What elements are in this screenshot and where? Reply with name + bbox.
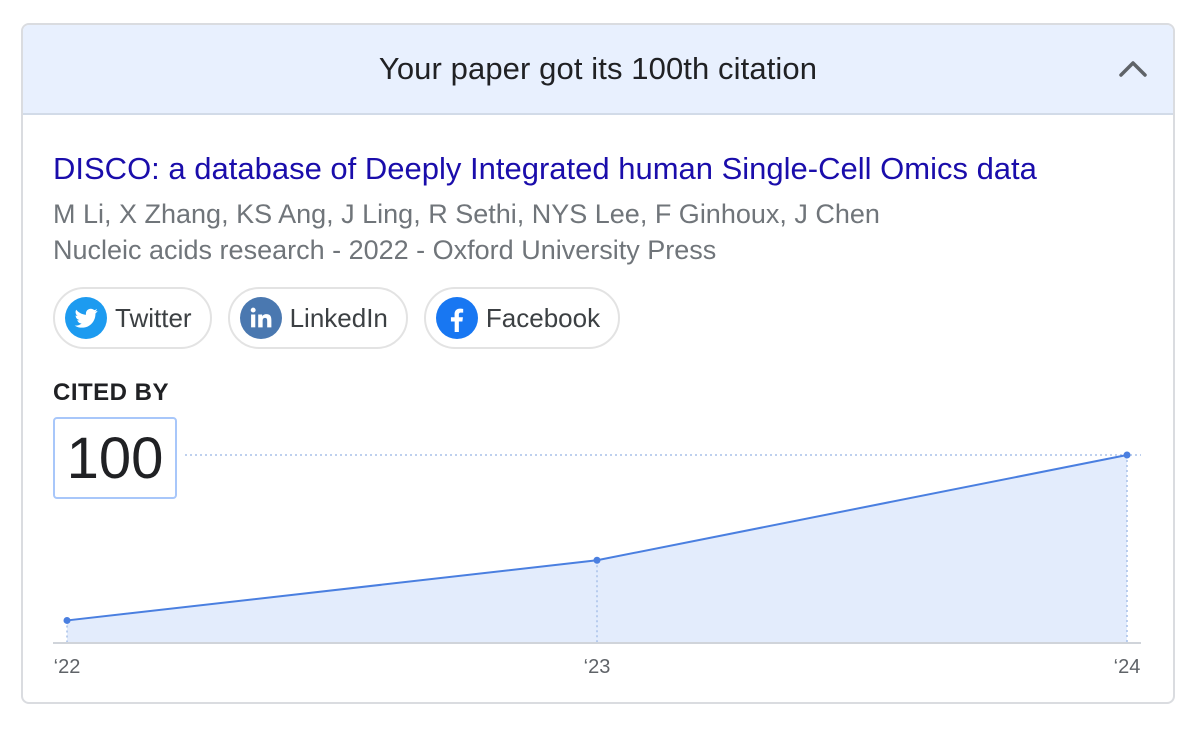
twitter-icon <box>65 297 107 339</box>
chart-x-tick-label: ‘24 <box>1114 656 1141 678</box>
paper-venue: Nucleic acids research - 2022 - Oxford U… <box>53 235 717 265</box>
chart-area-fill <box>67 455 1127 643</box>
chart-x-tick-label: ‘22 <box>54 656 81 678</box>
share-facebook-button[interactable]: Facebook <box>423 287 621 349</box>
citation-chart: ‘22 ‘23 ‘24 <box>53 451 1141 678</box>
paper-title-link[interactable]: DISCO: a database of Deeply Integrated h… <box>53 151 1037 186</box>
chart-data-point <box>1123 451 1131 459</box>
twitter-label: Twitter <box>115 302 192 333</box>
linkedin-label: LinkedIn <box>289 302 388 333</box>
cited-by-label: CITED BY <box>53 379 170 406</box>
cited-by-count: 100 <box>66 425 164 491</box>
alert-title: Your paper got its 100th citation <box>378 51 818 86</box>
chart-data-point <box>593 556 601 564</box>
facebook-label: Facebook <box>485 302 601 333</box>
cited-by-count-box[interactable]: 100 <box>53 417 177 499</box>
paper-authors: M Li, X Zhang, KS Ang, J Ling, R Sethi, … <box>53 199 880 229</box>
linkedin-icon <box>239 297 282 339</box>
chevron-up-icon[interactable] <box>1115 51 1151 87</box>
share-linkedin-button[interactable]: LinkedIn <box>227 287 408 349</box>
chart-series-line <box>66 454 1128 622</box>
share-twitter-button[interactable]: Twitter <box>53 287 212 349</box>
chart-data-point <box>63 616 71 624</box>
facebook-icon <box>435 297 478 339</box>
alert-header[interactable]: Your paper got its 100th citation <box>23 25 1173 115</box>
share-buttons: Twitter LinkedIn Facebook <box>53 287 621 353</box>
chart-x-tick-label: ‘23 <box>584 656 611 678</box>
citation-alert-card: Your paper got its 100th citation DISCO:… <box>21 23 1175 704</box>
